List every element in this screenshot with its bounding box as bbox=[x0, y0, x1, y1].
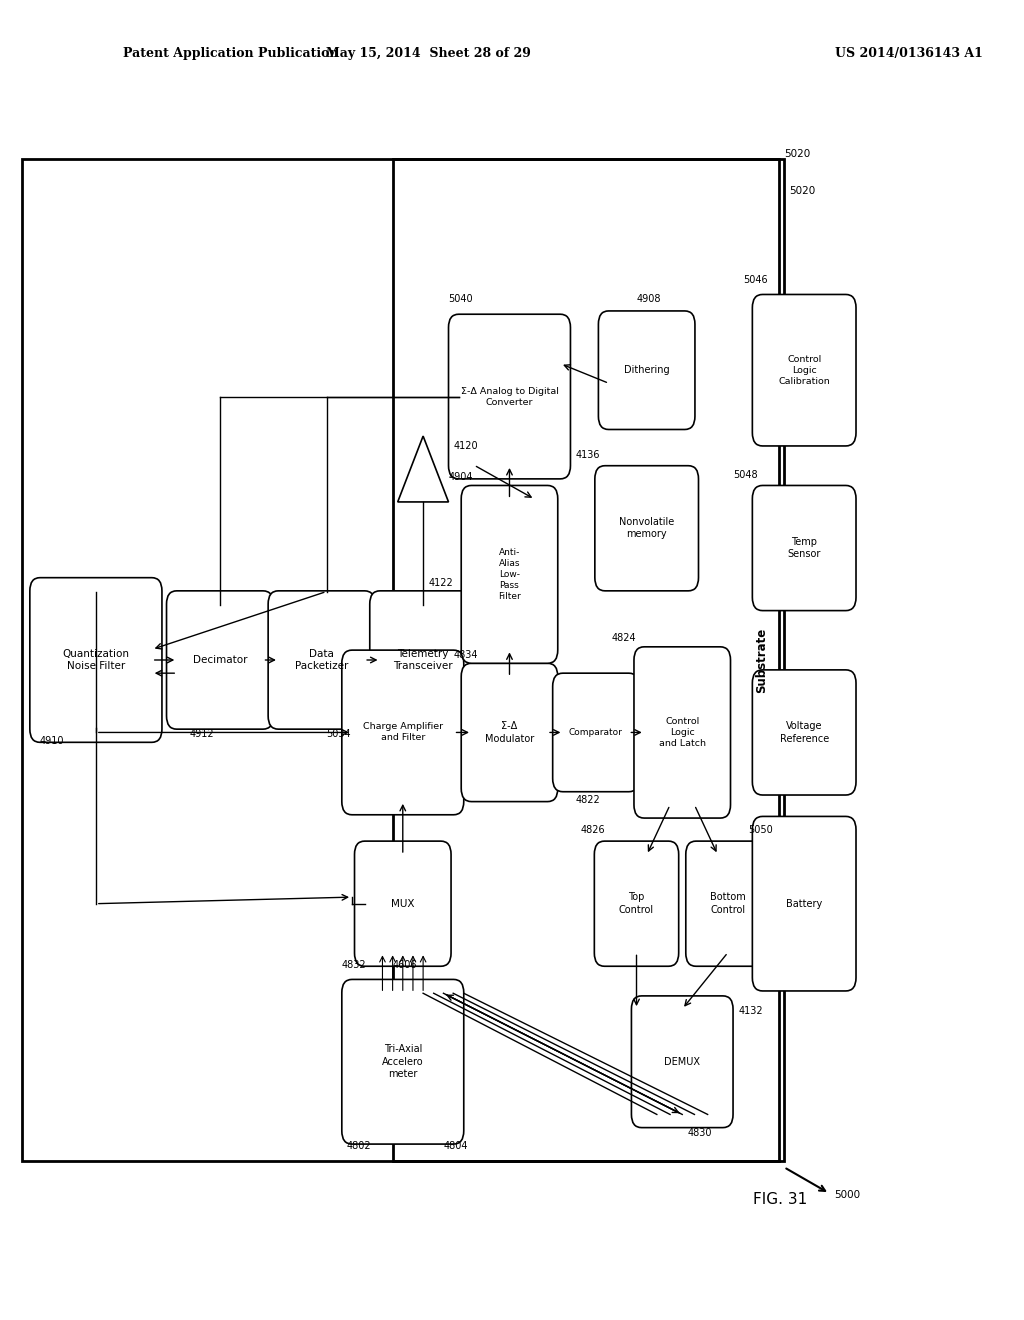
Text: 4826: 4826 bbox=[581, 825, 605, 836]
Text: 5000: 5000 bbox=[835, 1191, 861, 1200]
Text: Control
Logic
Calibration: Control Logic Calibration bbox=[778, 355, 830, 385]
Text: 4832: 4832 bbox=[342, 960, 367, 970]
Text: 4910: 4910 bbox=[40, 735, 65, 746]
Text: DEMUX: DEMUX bbox=[665, 1057, 700, 1067]
Text: 4120: 4120 bbox=[454, 441, 478, 451]
Text: May 15, 2014  Sheet 28 of 29: May 15, 2014 Sheet 28 of 29 bbox=[326, 48, 530, 61]
Text: 5040: 5040 bbox=[449, 294, 473, 305]
Text: 4834: 4834 bbox=[454, 649, 478, 660]
FancyBboxPatch shape bbox=[753, 669, 856, 795]
Text: Quantization
Noise Filter: Quantization Noise Filter bbox=[62, 649, 129, 671]
Text: Voltage
Reference: Voltage Reference bbox=[779, 721, 828, 743]
Text: 5046: 5046 bbox=[743, 275, 768, 285]
Text: Data
Packetizer: Data Packetizer bbox=[295, 649, 348, 671]
Text: 5034: 5034 bbox=[327, 729, 351, 739]
FancyBboxPatch shape bbox=[598, 312, 695, 429]
Text: 5020: 5020 bbox=[783, 149, 810, 160]
FancyBboxPatch shape bbox=[553, 673, 639, 792]
FancyBboxPatch shape bbox=[634, 647, 730, 818]
Text: Dithering: Dithering bbox=[624, 366, 670, 375]
FancyBboxPatch shape bbox=[753, 817, 856, 991]
Text: Top
Control: Top Control bbox=[618, 892, 654, 915]
Text: Anti-
Alias
Low-
Pass
Filter: Anti- Alias Low- Pass Filter bbox=[498, 548, 521, 601]
FancyBboxPatch shape bbox=[370, 591, 476, 729]
Text: 4824: 4824 bbox=[611, 632, 636, 643]
FancyBboxPatch shape bbox=[595, 466, 698, 591]
Text: 5020: 5020 bbox=[788, 186, 815, 195]
Text: Battery: Battery bbox=[786, 899, 822, 908]
FancyBboxPatch shape bbox=[753, 486, 856, 611]
FancyBboxPatch shape bbox=[753, 294, 856, 446]
Text: MUX: MUX bbox=[391, 899, 415, 908]
Text: Bottom
Control: Bottom Control bbox=[710, 892, 745, 915]
Text: 4804: 4804 bbox=[443, 1142, 468, 1151]
FancyBboxPatch shape bbox=[354, 841, 451, 966]
Text: Σ-Δ
Modulator: Σ-Δ Modulator bbox=[484, 721, 535, 743]
FancyBboxPatch shape bbox=[594, 841, 679, 966]
FancyBboxPatch shape bbox=[632, 995, 733, 1127]
FancyBboxPatch shape bbox=[167, 591, 273, 729]
Text: FIG. 31: FIG. 31 bbox=[754, 1192, 808, 1206]
Text: Decimator: Decimator bbox=[193, 655, 247, 665]
Text: US 2014/0136143 A1: US 2014/0136143 A1 bbox=[835, 48, 983, 61]
Text: Control
Logic
and Latch: Control Logic and Latch bbox=[658, 717, 706, 748]
Text: 4136: 4136 bbox=[575, 450, 600, 459]
FancyBboxPatch shape bbox=[342, 651, 464, 814]
FancyBboxPatch shape bbox=[342, 979, 464, 1144]
Bar bbox=[392, 160, 779, 1160]
Text: Temp
Sensor: Temp Sensor bbox=[787, 537, 821, 560]
Text: 4830: 4830 bbox=[687, 1129, 712, 1138]
Text: 4802: 4802 bbox=[347, 1142, 372, 1151]
Text: 4912: 4912 bbox=[189, 729, 214, 739]
FancyBboxPatch shape bbox=[268, 591, 375, 729]
Text: 4822: 4822 bbox=[575, 795, 600, 805]
FancyBboxPatch shape bbox=[461, 486, 558, 663]
FancyBboxPatch shape bbox=[686, 841, 770, 966]
FancyBboxPatch shape bbox=[461, 663, 558, 801]
Text: Comparator: Comparator bbox=[569, 727, 623, 737]
Text: Telemetry
Transceiver: Telemetry Transceiver bbox=[393, 649, 453, 671]
FancyBboxPatch shape bbox=[30, 578, 162, 742]
Text: Charge Amplifier
and Filter: Charge Amplifier and Filter bbox=[362, 722, 442, 742]
Text: Σ-Δ Analog to Digital
Converter: Σ-Δ Analog to Digital Converter bbox=[461, 387, 558, 407]
Text: 5050: 5050 bbox=[749, 825, 773, 836]
Text: 4132: 4132 bbox=[738, 1006, 763, 1015]
FancyBboxPatch shape bbox=[449, 314, 570, 479]
Text: Patent Application Publication: Patent Application Publication bbox=[123, 48, 339, 61]
Text: 4122: 4122 bbox=[428, 578, 453, 587]
Text: 4908: 4908 bbox=[637, 294, 662, 305]
Text: Tri-Axial
Accelero
meter: Tri-Axial Accelero meter bbox=[382, 1044, 424, 1080]
Text: Nonvolatile
memory: Nonvolatile memory bbox=[620, 517, 674, 540]
Text: 4904: 4904 bbox=[449, 473, 473, 482]
Text: 5048: 5048 bbox=[733, 470, 758, 479]
Text: 4606: 4606 bbox=[392, 960, 417, 970]
Text: Substrate: Substrate bbox=[756, 627, 769, 693]
Bar bbox=[22, 160, 783, 1160]
